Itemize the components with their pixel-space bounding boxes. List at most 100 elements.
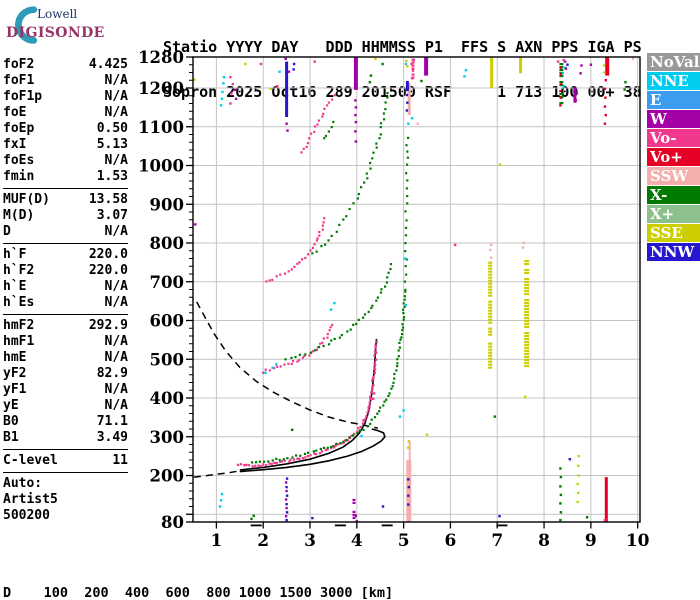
param-row: B1 3.49 bbox=[3, 430, 128, 446]
param-row: fmin 1.53 bbox=[3, 169, 128, 185]
y-tick-label: 1280 bbox=[138, 48, 184, 67]
param-value: N/A bbox=[104, 89, 128, 104]
x-tick-label: 3 bbox=[304, 531, 316, 551]
param-label: h`F bbox=[3, 247, 27, 262]
param-value: 11 bbox=[112, 453, 128, 468]
param-value: N/A bbox=[104, 73, 128, 88]
param-value: N/A bbox=[104, 153, 128, 168]
param-value: 4.425 bbox=[88, 57, 128, 72]
x-tick-label: 5 bbox=[398, 531, 410, 551]
param-label: yE bbox=[3, 398, 19, 413]
y-tick-label: 300 bbox=[150, 428, 184, 447]
parameter-panel: foF2 4.425 foF1 N/A foF1p N/A foE N/A foEp 0.50 fx… bbox=[3, 57, 128, 524]
param-row: D N/A bbox=[3, 224, 128, 240]
param-row: MUF(D) 13.58 bbox=[3, 192, 128, 208]
grid bbox=[193, 57, 640, 522]
d-distance-row: D 100 200 400 600 800 1000 1500 3000 [km… bbox=[3, 585, 394, 600]
param-row: h`F2 220.0 bbox=[3, 263, 128, 279]
param-value: N/A bbox=[104, 279, 128, 294]
header-line-labels: Statio YYYY DAY DDD HHMMSS P1 FFS S AXN … bbox=[163, 38, 642, 56]
param-value: N/A bbox=[104, 334, 128, 349]
param-row: foEp 0.50 bbox=[3, 121, 128, 137]
x-tick-label: 9 bbox=[585, 531, 597, 551]
y-tick-label: 1100 bbox=[138, 118, 184, 137]
param-label: hmF2 bbox=[3, 318, 35, 333]
legend-item-noval: NoVal bbox=[647, 53, 700, 71]
param-row: B0 71.1 bbox=[3, 414, 128, 430]
y-tick-label: 800 bbox=[150, 234, 184, 253]
param-value: N/A bbox=[104, 382, 128, 397]
x-tick-label: 10 bbox=[626, 531, 650, 551]
param-label: h`F2 bbox=[3, 263, 35, 278]
legend-item-sse: SSE bbox=[647, 224, 700, 242]
param-value: 0.50 bbox=[96, 121, 128, 136]
param-row: hmE N/A bbox=[3, 350, 128, 366]
param-label: foF1p bbox=[3, 89, 43, 104]
param-divider bbox=[3, 243, 128, 244]
param-row: hmF1 N/A bbox=[3, 334, 128, 350]
param-row: foF1 N/A bbox=[3, 73, 128, 89]
param-label: h`E bbox=[3, 279, 27, 294]
param-row: foF1p N/A bbox=[3, 89, 128, 105]
param-row: 500200 bbox=[3, 508, 128, 524]
param-row: C-level 11 bbox=[3, 453, 128, 469]
param-row: Artist5 bbox=[3, 492, 128, 508]
param-value: 292.9 bbox=[88, 318, 128, 333]
y-tick-label: 600 bbox=[150, 312, 184, 331]
doppler-legend: NoVal NNE E W Vo- Vo+ SSW X- X+ SSE NNW bbox=[647, 53, 700, 262]
param-value: N/A bbox=[104, 398, 128, 413]
legend-item-nnw: NNW bbox=[647, 243, 700, 261]
y-tick-label: 500 bbox=[150, 350, 184, 369]
legend-item-nne: NNE bbox=[647, 72, 700, 90]
y-tick-label: 900 bbox=[150, 195, 184, 214]
param-row: h`E N/A bbox=[3, 279, 128, 295]
y-tick-label: 700 bbox=[150, 273, 184, 292]
y-tick-label: 200 bbox=[150, 467, 184, 486]
y-tick-label: 80 bbox=[161, 513, 184, 532]
x-tick-label: 1 bbox=[210, 531, 222, 551]
param-value: 5.13 bbox=[96, 137, 128, 152]
param-divider bbox=[3, 188, 128, 189]
legend-item-x-: X- bbox=[647, 186, 700, 204]
param-value: 82.9 bbox=[96, 366, 128, 381]
param-value: N/A bbox=[104, 295, 128, 310]
param-label: D bbox=[3, 224, 11, 239]
legend-item-vo+: Vo+ bbox=[647, 148, 700, 166]
param-label: hmE bbox=[3, 350, 27, 365]
param-label: B1 bbox=[3, 430, 19, 445]
restricted-frequency-marks bbox=[250, 524, 508, 527]
param-label: foF2 bbox=[3, 57, 35, 72]
param-label: 500200 bbox=[3, 508, 50, 523]
param-label: C-level bbox=[3, 453, 58, 468]
param-label: yF1 bbox=[3, 382, 27, 397]
y-tick-label: 1000 bbox=[138, 157, 184, 176]
param-label: foEs bbox=[3, 153, 35, 168]
axis-labels: 1280120011001000900800700600500400300200… bbox=[138, 48, 650, 551]
param-label: yF2 bbox=[3, 366, 27, 381]
param-row: Auto: bbox=[3, 476, 128, 492]
param-label: M(D) bbox=[3, 208, 35, 223]
x-tick-label: 7 bbox=[491, 531, 503, 551]
logo-digisonde: DIGISONDE bbox=[6, 25, 105, 41]
param-value: N/A bbox=[104, 350, 128, 365]
param-value: 3.49 bbox=[96, 430, 128, 445]
param-label: B0 bbox=[3, 414, 19, 429]
param-label: Artist5 bbox=[3, 492, 58, 507]
param-label: foEp bbox=[3, 121, 35, 136]
param-divider bbox=[3, 449, 128, 450]
legend-item-x+: X+ bbox=[647, 205, 700, 223]
param-row: M(D) 3.07 bbox=[3, 208, 128, 224]
param-label: hmF1 bbox=[3, 334, 35, 349]
y-tick-label: 400 bbox=[150, 389, 184, 408]
fitted-curves bbox=[193, 301, 386, 478]
param-divider bbox=[3, 472, 128, 473]
param-row: foF2 4.425 bbox=[3, 57, 128, 73]
param-row: foEs N/A bbox=[3, 153, 128, 169]
param-value: 1.53 bbox=[96, 169, 128, 184]
param-value: N/A bbox=[104, 105, 128, 120]
param-row: foE N/A bbox=[3, 105, 128, 121]
param-row: fxI 5.13 bbox=[3, 137, 128, 153]
x-tick-label: 6 bbox=[445, 531, 457, 551]
